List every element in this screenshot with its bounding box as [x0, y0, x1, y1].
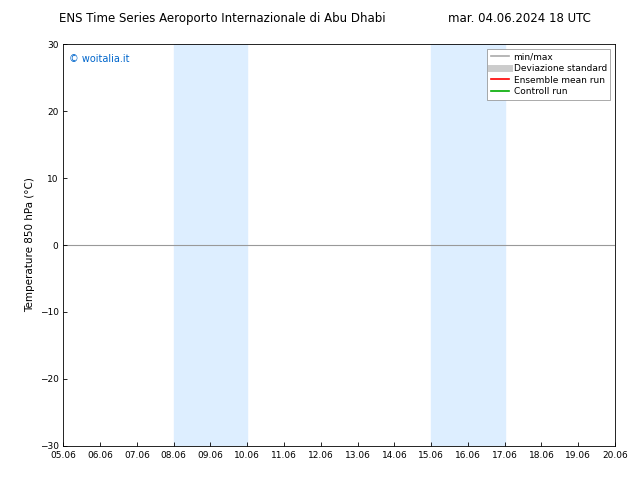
- Legend: min/max, Deviazione standard, Ensemble mean run, Controll run: min/max, Deviazione standard, Ensemble m…: [488, 49, 611, 100]
- Text: © woitalia.it: © woitalia.it: [69, 54, 129, 64]
- Text: ENS Time Series Aeroporto Internazionale di Abu Dhabi: ENS Time Series Aeroporto Internazionale…: [58, 12, 385, 25]
- Text: mar. 04.06.2024 18 UTC: mar. 04.06.2024 18 UTC: [448, 12, 592, 25]
- Bar: [431, 44, 505, 446]
- Bar: [174, 44, 247, 446]
- Y-axis label: Temperature 850 hPa (°C): Temperature 850 hPa (°C): [25, 177, 36, 313]
